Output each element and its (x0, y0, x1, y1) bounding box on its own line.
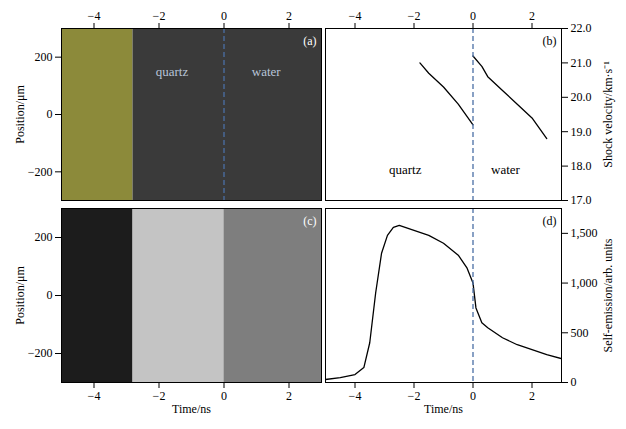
svg-text:Position/μm: Position/μm (13, 266, 27, 325)
svg-text:water: water (491, 162, 521, 177)
svg-text:2: 2 (529, 9, 535, 23)
svg-text:(c): (c) (303, 214, 316, 228)
svg-text:200: 200 (35, 230, 53, 244)
svg-text:1,500: 1,500 (571, 226, 598, 240)
svg-text:Shock velocity/km·s⁻¹: Shock velocity/km·s⁻¹ (601, 61, 615, 168)
svg-text:2: 2 (286, 389, 292, 403)
svg-text:Time/ns: Time/ns (424, 402, 463, 416)
svg-text:20.0: 20.0 (571, 90, 592, 104)
svg-text:0: 0 (221, 9, 227, 23)
svg-text:2: 2 (529, 389, 535, 403)
svg-text:1,000: 1,000 (571, 276, 598, 290)
svg-text:17.0: 17.0 (571, 193, 592, 207)
svg-text:19.0: 19.0 (571, 125, 592, 139)
svg-text:0: 0 (470, 9, 476, 23)
svg-text:0: 0 (221, 389, 227, 403)
svg-text:−4: −4 (88, 9, 101, 23)
svg-text:22.0: 22.0 (571, 21, 592, 35)
svg-text:(b): (b) (543, 34, 557, 48)
svg-text:500: 500 (571, 326, 589, 340)
svg-text:200: 200 (35, 50, 53, 64)
svg-text:0: 0 (470, 389, 476, 403)
svg-text:−4: −4 (349, 389, 362, 403)
svg-text:Self-emission/arb. units: Self-emission/arb. units (601, 238, 615, 352)
svg-text:(a): (a) (303, 34, 316, 48)
svg-text:−4: −4 (349, 9, 362, 23)
svg-text:−2: −2 (408, 389, 421, 403)
svg-text:−200: −200 (28, 165, 53, 179)
svg-text:0: 0 (47, 107, 53, 121)
svg-text:water: water (252, 64, 282, 79)
svg-text:−2: −2 (408, 9, 421, 23)
svg-text:0: 0 (47, 288, 53, 302)
svg-text:quartz: quartz (389, 162, 422, 177)
svg-text:Time/ns: Time/ns (172, 402, 211, 416)
svg-text:−2: −2 (153, 389, 166, 403)
svg-text:Position/μm: Position/μm (13, 85, 27, 144)
svg-text:0: 0 (571, 375, 577, 389)
svg-text:21.0: 21.0 (571, 56, 592, 70)
svg-text:18.0: 18.0 (571, 159, 592, 173)
svg-text:−200: −200 (28, 346, 53, 360)
svg-text:−2: −2 (153, 9, 166, 23)
svg-text:quartz: quartz (156, 64, 189, 79)
svg-text:2: 2 (286, 9, 292, 23)
svg-text:(d): (d) (543, 214, 557, 228)
svg-text:−4: −4 (88, 389, 101, 403)
